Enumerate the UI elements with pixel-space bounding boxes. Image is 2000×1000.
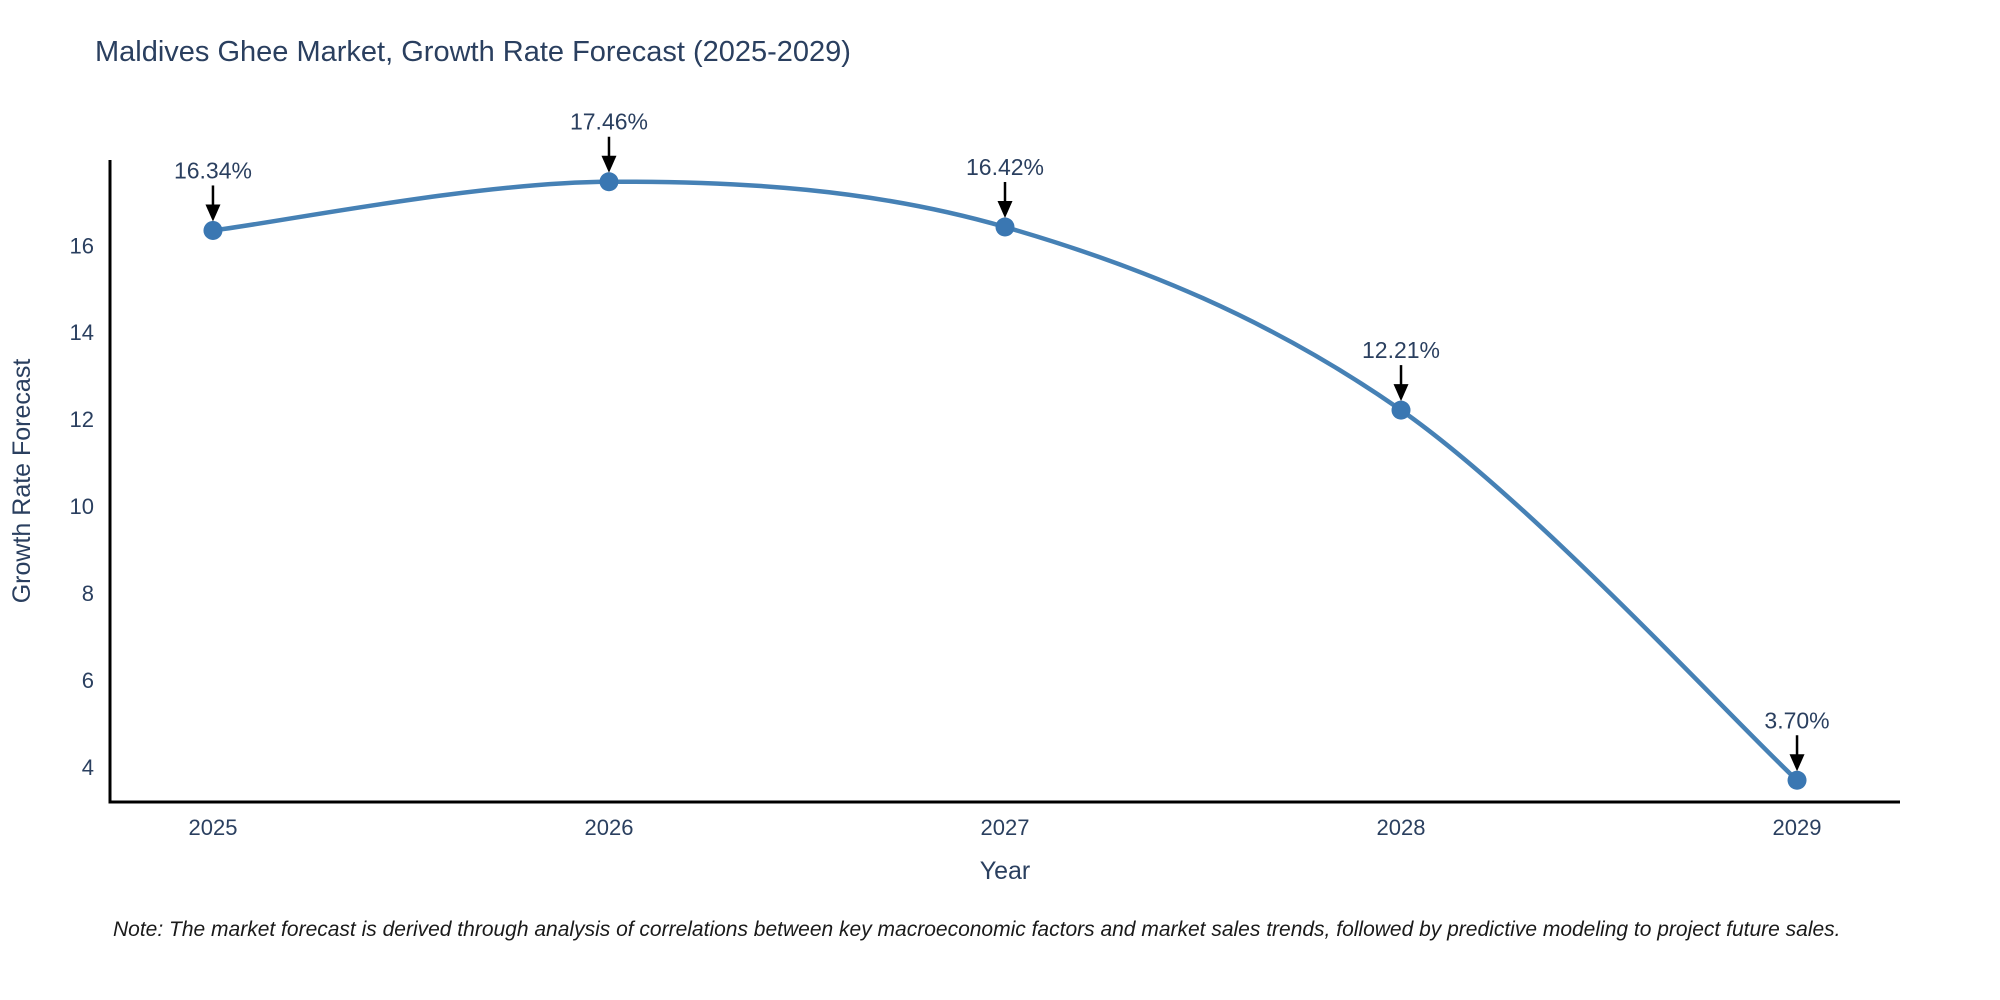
axis-titles: Year Growth Rate Forecast — [8, 359, 1030, 885]
annotation-arrowhead-icon — [1789, 754, 1805, 772]
data-point-marker — [995, 217, 1015, 237]
data-point-marker — [1787, 770, 1807, 790]
annotation-arrowhead-icon — [997, 200, 1013, 218]
data-point-marker — [1391, 400, 1411, 420]
annotation-arrowhead-icon — [601, 155, 617, 173]
x-tick-label: 2025 — [188, 815, 237, 840]
point-annotations: 16.34% 17.46% 16.42% 12.21% 3.70% — [174, 109, 1830, 772]
x-tick-label: 2026 — [585, 815, 634, 840]
point-value-label: 16.42% — [966, 154, 1044, 180]
footnote: Note: The market forecast is derived thr… — [113, 918, 1841, 941]
data-point-marker — [203, 220, 223, 240]
point-value-label: 17.46% — [570, 109, 648, 135]
y-axis-title: Growth Rate Forecast — [8, 359, 36, 604]
annotation-arrowhead-icon — [1393, 384, 1409, 402]
annotation-arrowhead-icon — [205, 204, 221, 222]
data-point-marker — [599, 172, 619, 192]
axes — [108, 160, 1900, 804]
y-tick-label: 12 — [70, 407, 94, 432]
x-tick-label: 2029 — [1773, 815, 1822, 840]
y-tick-label: 14 — [70, 320, 94, 345]
point-value-label: 3.70% — [1764, 707, 1829, 733]
x-tick-label: 2028 — [1377, 815, 1426, 840]
y-tick-label: 16 — [70, 233, 94, 258]
y-tick-label: 8 — [82, 581, 94, 606]
x-tick-label: 2027 — [981, 815, 1030, 840]
chart-title: Maldives Ghee Market, Growth Rate Foreca… — [95, 36, 851, 68]
point-value-label: 12.21% — [1362, 337, 1440, 363]
y-tick-label: 10 — [70, 494, 94, 519]
growth-rate-line-chart: 4 6 8 10 12 14 16 2025 2026 2027 2028 2029 Year Grow… — [8, 109, 1900, 885]
tick-labels: 4 6 8 10 12 14 16 2025 2026 2027 2028 2029 — [70, 233, 1822, 840]
y-tick-label: 6 — [82, 668, 94, 693]
y-tick-label: 4 — [82, 755, 94, 780]
x-axis-title: Year — [980, 857, 1031, 885]
forecast-line — [210, 179, 1800, 783]
point-value-label: 16.34% — [174, 157, 252, 183]
data-series — [203, 172, 1807, 790]
